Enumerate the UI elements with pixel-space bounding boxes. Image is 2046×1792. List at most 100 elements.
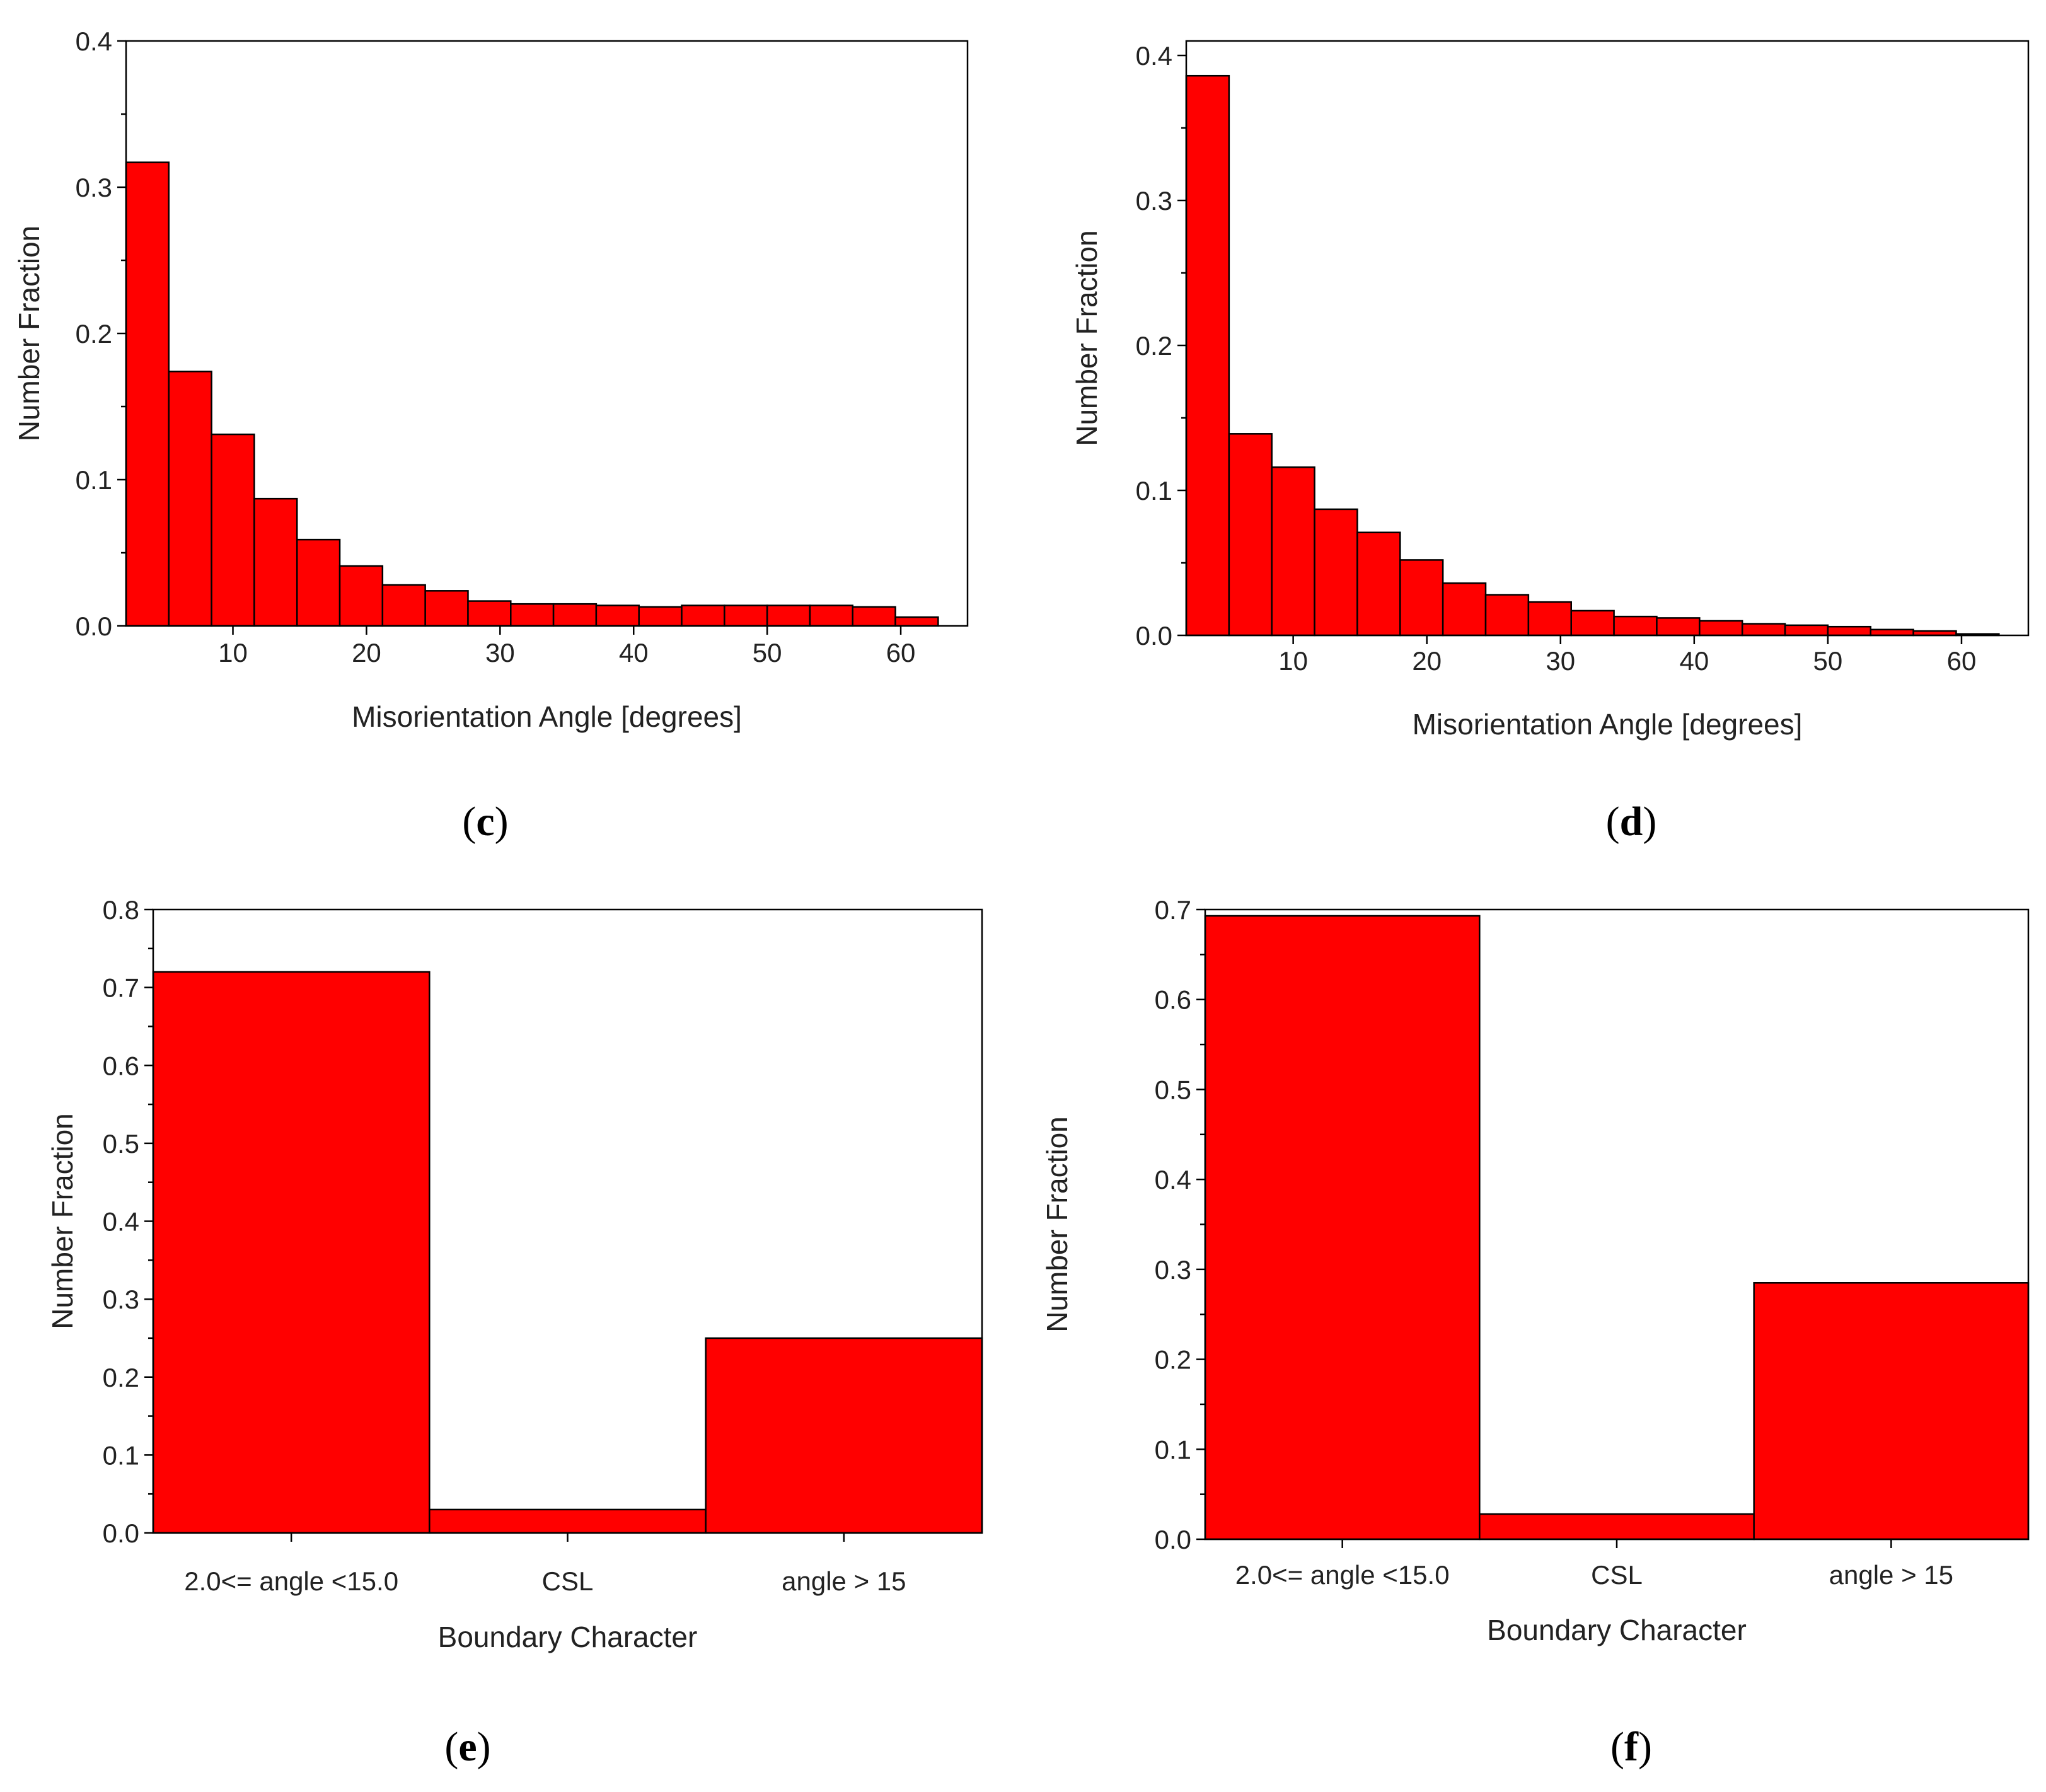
bar [1204, 915, 1481, 1541]
chart-panel-c: 10 20 30 40 50 60 0.0 0.1 0.2 0.3 0.4 Misorientatio… [13, 26, 969, 845]
chart-panel-f: 2.0<= angle <15.0 CSL angle > 15 0.0 0.1 0.2 0… [1041, 895, 2030, 1770]
y-tick-label: 0.6 [103, 1051, 139, 1080]
bar [253, 497, 298, 627]
y-tick-label: 0.2 [1136, 331, 1172, 361]
x-tick-label: 50 [1813, 646, 1843, 676]
y-tick-label: 0.0 [1155, 1525, 1191, 1554]
y-tick-label: 0.3 [76, 173, 112, 202]
bar [1314, 508, 1358, 637]
y-tick-label: 0.4 [76, 26, 112, 56]
bar [852, 606, 896, 627]
x-tick-label: 40 [1679, 646, 1709, 676]
panel-label-letter: f [1624, 1724, 1639, 1770]
y-tick-label: 0.2 [1155, 1345, 1191, 1375]
bar [1479, 1513, 1755, 1541]
bar [296, 538, 341, 627]
bar [1399, 559, 1444, 637]
x-tick-label: angle > 15 [782, 1566, 906, 1596]
bar [1442, 582, 1487, 637]
bar [1527, 601, 1572, 637]
y-tick-label: 0.0 [103, 1518, 139, 1548]
bar [152, 971, 431, 1534]
bar [1870, 628, 1914, 637]
bar [1356, 531, 1401, 637]
y-tick-label: 0.6 [1155, 985, 1191, 1015]
panel-label: (c) [462, 799, 508, 845]
bar [1228, 433, 1273, 637]
y-tick-label: 0.1 [103, 1440, 139, 1470]
panel-label-open: ( [1606, 799, 1620, 845]
bar [1784, 624, 1829, 637]
bar [168, 371, 212, 627]
x-tick-label: CSL [542, 1566, 594, 1596]
x-tick-label: 60 [886, 638, 916, 668]
x-tick-label: 40 [619, 638, 649, 668]
bar [705, 1337, 983, 1534]
y-tick-label: 0.4 [1136, 41, 1172, 71]
x-tick-label: 20 [352, 638, 381, 668]
x-tick-label: 30 [485, 638, 515, 668]
y-tick-label: 0.0 [1136, 621, 1172, 650]
x-axis-title: Misorientation Angle [degrees] [352, 700, 742, 733]
y-tick-label: 0.0 [76, 611, 112, 641]
panel-label-open: ( [462, 799, 476, 845]
y-tick-label: 0.5 [103, 1129, 139, 1159]
bar [766, 604, 811, 627]
panel-label-letter: e [458, 1724, 477, 1770]
y-axis-title: Number Fraction [46, 1113, 79, 1329]
bar [1741, 623, 1786, 637]
bar [1753, 1282, 2030, 1541]
bar [467, 600, 512, 627]
x-tick-label: 60 [1947, 646, 1977, 676]
bar [211, 433, 255, 627]
bar [429, 1508, 707, 1534]
bar [724, 604, 768, 627]
x-tick-label: 20 [1412, 646, 1442, 676]
bar [809, 604, 854, 627]
bar [894, 616, 939, 627]
x-axis-title: Boundary Character [1487, 1614, 1747, 1646]
x-tick-label: 2.0<= angle <15.0 [1235, 1560, 1450, 1590]
y-axis-title: Number Fraction [13, 226, 45, 442]
panel-label-close: ) [477, 1724, 491, 1770]
x-tick-label: 2.0<= angle <15.0 [184, 1566, 398, 1596]
bar [681, 604, 725, 627]
panel-label-letter: c [476, 799, 494, 845]
y-tick-label: 0.3 [103, 1285, 139, 1314]
bar [638, 606, 683, 627]
chart-panel-e: 2.0<= angle <15.0 CSL angle > 15 0.0 0.1 0.2 0… [46, 895, 983, 1770]
bar [1656, 617, 1701, 637]
plot-frame [1185, 40, 2030, 637]
panel-label: (f) [1610, 1724, 1652, 1770]
y-tick-label: 0.4 [103, 1207, 139, 1237]
panel-label-close: ) [495, 799, 509, 845]
panel-label-letter: d [1620, 799, 1643, 845]
y-axis-title: Number Fraction [1041, 1116, 1073, 1332]
bar [1570, 610, 1615, 637]
panel-label: (e) [444, 1724, 490, 1770]
panel-label-close: ) [1643, 799, 1656, 845]
panel-label: (d) [1606, 799, 1657, 845]
bar [1699, 620, 1743, 637]
y-tick-label: 0.1 [76, 465, 112, 495]
y-tick-label: 0.3 [1136, 186, 1172, 216]
x-tick-label: 50 [753, 638, 782, 668]
y-tick-label: 0.2 [76, 319, 112, 349]
x-tick-label: CSL [1591, 1560, 1643, 1590]
bar [1271, 466, 1315, 637]
bar [1827, 625, 1872, 637]
bar [125, 161, 170, 627]
bar [595, 604, 640, 627]
y-tick-label: 0.2 [103, 1363, 139, 1392]
y-tick-label: 0.4 [1155, 1165, 1191, 1194]
bar [1185, 74, 1230, 637]
x-tick-label: 30 [1546, 646, 1575, 676]
bar [1613, 615, 1658, 637]
panel-label-close: ) [1638, 1724, 1652, 1770]
y-axis-title: Number Fraction [1070, 230, 1103, 446]
x-axis-title: Misorientation Angle [degrees] [1413, 708, 1803, 741]
y-tick-label: 0.7 [1155, 895, 1191, 925]
bar [1484, 594, 1530, 637]
panel-label-open: ( [444, 1724, 458, 1770]
